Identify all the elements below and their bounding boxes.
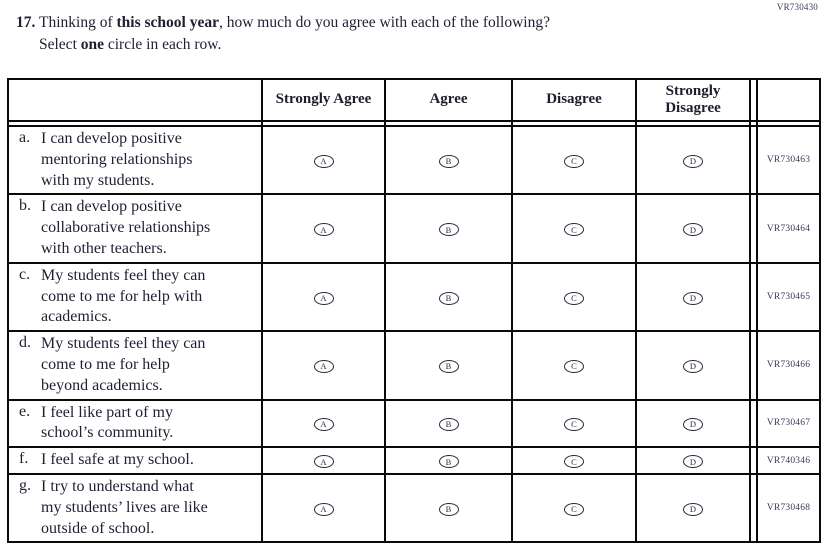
- row-code: VR730466: [756, 330, 821, 401]
- answer-bubble-strongly-disagree[interactable]: D: [683, 455, 703, 469]
- row-label: f.: [19, 450, 29, 468]
- answer-bubble-strongly-agree[interactable]: A: [313, 360, 334, 374]
- row-code: VR730467: [756, 398, 821, 449]
- answer-bubble-strongly-disagree[interactable]: D: [683, 223, 703, 237]
- answer-bubble-disagree[interactable]: C: [564, 502, 584, 516]
- question-block: 17. Thinking of this school year, how mu…: [16, 12, 736, 56]
- question-number: 17.: [16, 14, 36, 31]
- answer-bubble-strongly-agree[interactable]: A: [313, 455, 334, 469]
- agreement-matrix-table: Strongly Agree Agree Disagree Strongly D…: [7, 78, 821, 543]
- column-header-agree: Agree: [384, 78, 513, 122]
- answer-bubble-strongly-agree[interactable]: A: [313, 418, 334, 432]
- table-row-d: d. My students feel they can come to me f…: [7, 330, 821, 401]
- answer-bubble-strongly-disagree[interactable]: D: [683, 360, 703, 374]
- row-label: a.: [19, 129, 31, 146]
- answer-bubble-disagree[interactable]: C: [564, 154, 584, 168]
- row-statement: I can develop positive mentoring relatio…: [41, 130, 193, 189]
- header-double-rule-spacer: [7, 120, 821, 127]
- column-header-strongly-agree: Strongly Agree: [261, 78, 386, 122]
- column-header-strongly-disagree: Strongly Disagree: [635, 78, 751, 122]
- answer-bubble-agree[interactable]: B: [438, 154, 459, 168]
- row-statement: I can develop positive collaborative rel…: [41, 198, 211, 257]
- row-statement: My students feel they can come to me for…: [41, 335, 206, 394]
- row-statement: I try to understand what my students’ li…: [41, 477, 208, 537]
- question-line-2: Select one circle in each row.: [39, 36, 222, 53]
- page-form-code: VR730430: [776, 2, 818, 12]
- answer-bubble-disagree[interactable]: C: [564, 360, 584, 374]
- table-row-b: b. I can develop positive collaborative r…: [7, 193, 821, 264]
- row-code: VR730465: [756, 261, 821, 333]
- answer-bubble-disagree[interactable]: C: [564, 455, 584, 469]
- table-header-row: Strongly Agree Agree Disagree Strongly D…: [7, 78, 821, 122]
- row-code: VR740346: [756, 446, 821, 475]
- table-row-e: e. I feel like part of my school’s commun…: [7, 398, 821, 449]
- answer-bubble-disagree[interactable]: C: [564, 223, 584, 237]
- table-row-a: a. I can develop positive mentoring relat…: [7, 124, 821, 196]
- answer-bubble-agree[interactable]: B: [438, 455, 459, 469]
- column-header-disagree: Disagree: [511, 78, 637, 122]
- answer-bubble-strongly-disagree[interactable]: D: [683, 502, 703, 516]
- row-statement: I feel like part of my school’s communit…: [41, 403, 174, 442]
- question-text: Thinking of this school year, how much d…: [39, 12, 550, 56]
- answer-bubble-agree[interactable]: B: [438, 291, 459, 305]
- row-statement: I feel safe at my school.: [41, 451, 194, 469]
- answer-bubble-agree[interactable]: B: [438, 502, 459, 516]
- row-code: VR730463: [756, 124, 821, 196]
- answer-bubble-strongly-agree[interactable]: A: [313, 223, 334, 237]
- answer-bubble-agree[interactable]: B: [438, 418, 459, 432]
- row-code: VR730464: [756, 193, 821, 264]
- answer-bubble-disagree[interactable]: C: [564, 418, 584, 432]
- row-label: c.: [19, 265, 31, 283]
- row-label: g.: [19, 476, 31, 494]
- answer-bubble-disagree[interactable]: C: [564, 291, 584, 305]
- row-label: b.: [19, 197, 31, 215]
- survey-page: VR730430 17. Thinking of this school yea…: [7, 2, 821, 543]
- table-row-f: f. I feel safe at my school. A B C D VR74…: [7, 446, 821, 475]
- answer-bubble-strongly-agree[interactable]: A: [313, 502, 334, 516]
- answer-bubble-strongly-agree[interactable]: A: [313, 291, 334, 305]
- row-code: VR730468: [756, 472, 821, 543]
- row-label: e.: [19, 402, 31, 420]
- answer-bubble-strongly-agree[interactable]: A: [313, 154, 334, 168]
- gap-column: [749, 78, 758, 122]
- row-statement: My students feel they can come to me for…: [41, 266, 206, 326]
- answer-bubble-strongly-disagree[interactable]: D: [683, 154, 703, 168]
- header-empty-cell: [7, 78, 263, 122]
- table-row-g: g. I try to understand what my students’ …: [7, 472, 821, 543]
- question-line-1: Thinking of this school year, how much d…: [39, 14, 550, 31]
- table-row-c: c. My students feel they can come to me f…: [7, 261, 821, 333]
- answer-bubble-agree[interactable]: B: [438, 223, 459, 237]
- row-label: d.: [19, 334, 31, 352]
- answer-bubble-strongly-disagree[interactable]: D: [683, 291, 703, 305]
- header-code-empty-cell: [756, 78, 821, 122]
- answer-bubble-strongly-disagree[interactable]: D: [683, 418, 703, 432]
- answer-bubble-agree[interactable]: B: [438, 360, 459, 374]
